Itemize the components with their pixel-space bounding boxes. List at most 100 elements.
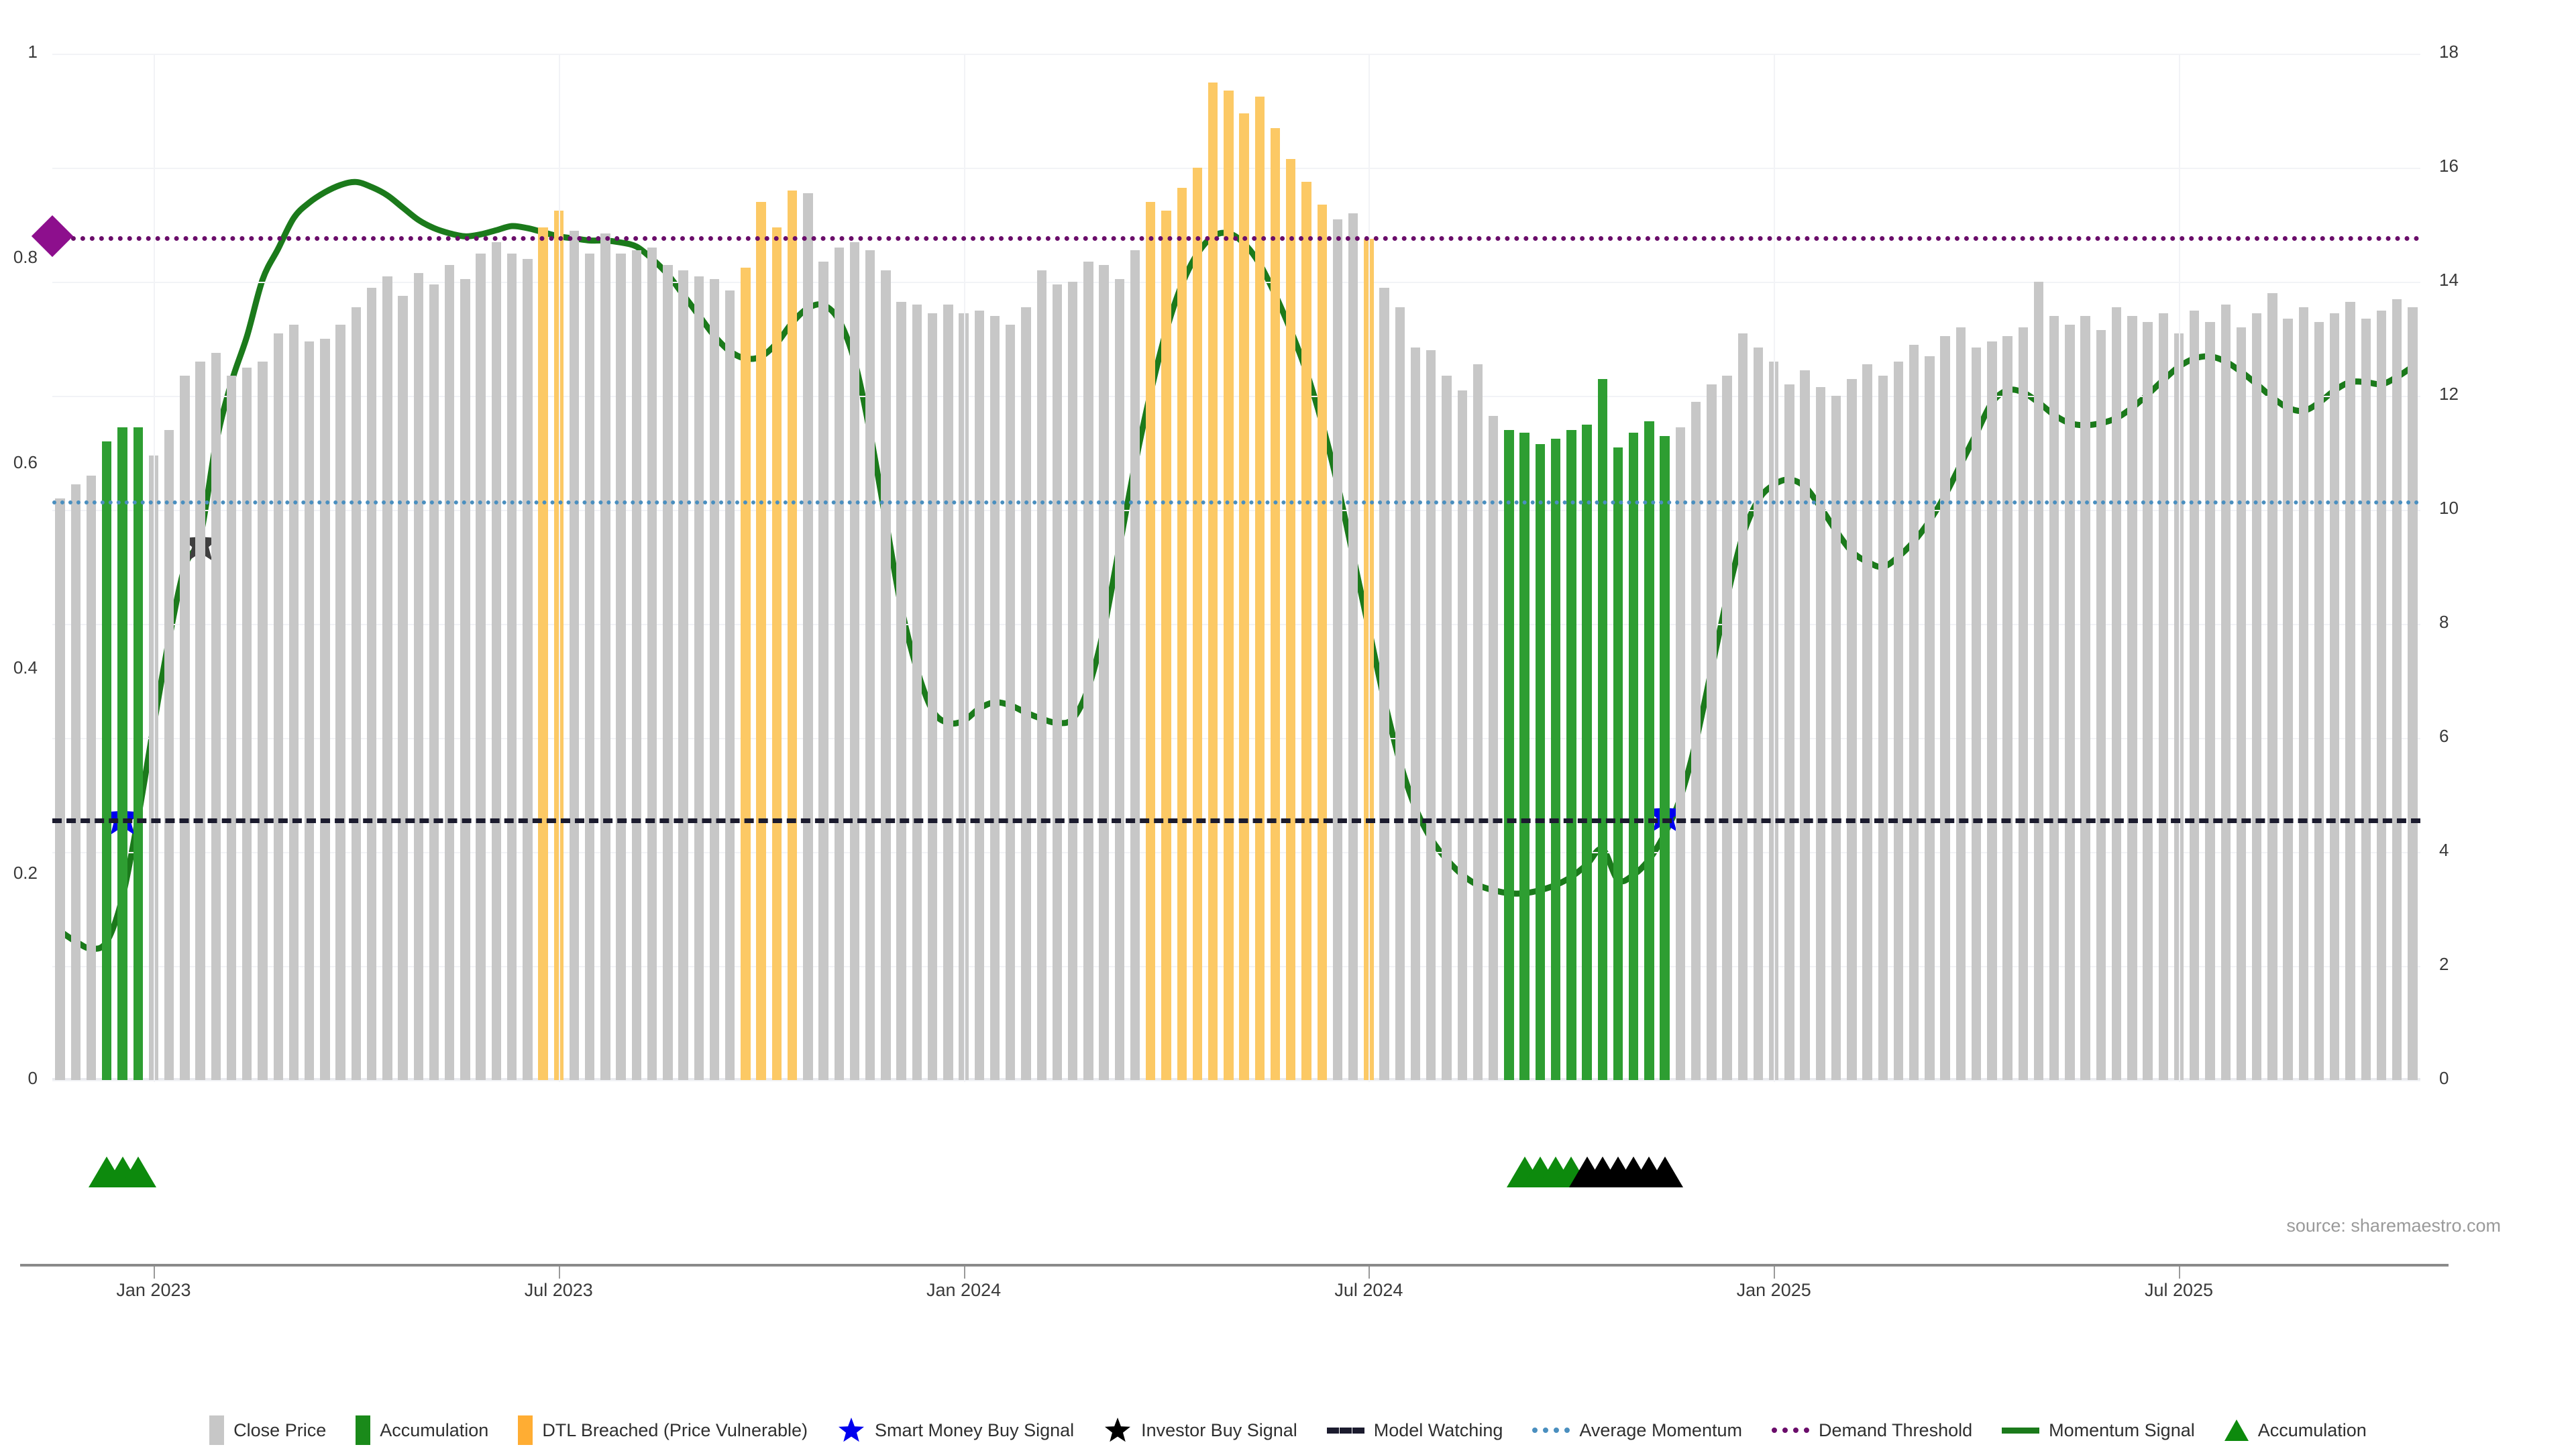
bar-close-price[interactable]	[1847, 378, 1857, 1080]
bar-close-price[interactable]	[1815, 387, 1826, 1080]
bar-close-price[interactable]	[2408, 307, 2418, 1080]
bar-close-price[interactable]	[1395, 307, 1405, 1080]
bar-close-price[interactable]	[943, 305, 953, 1080]
bar-close-price[interactable]	[2080, 316, 2090, 1080]
bar-close-price[interactable]	[2283, 319, 2293, 1080]
bar-dtl-breached[interactable]	[741, 267, 751, 1080]
bar-close-price[interactable]	[1878, 376, 1888, 1080]
bar-close-price[interactable]	[1083, 262, 1093, 1080]
bar-close-price[interactable]	[600, 233, 610, 1080]
bar-close-price[interactable]	[896, 301, 906, 1080]
bar-close-price[interactable]	[55, 498, 65, 1080]
bar-accumulation[interactable]	[1566, 430, 1576, 1080]
bar-close-price[interactable]	[1909, 344, 1919, 1080]
bar-close-price[interactable]	[2267, 293, 2277, 1080]
bar-dtl-breached[interactable]	[1239, 113, 1249, 1080]
bar-close-price[interactable]	[989, 316, 1000, 1080]
bar-accumulation[interactable]	[117, 427, 127, 1080]
bar-close-price[interactable]	[2251, 313, 2262, 1080]
bar-close-price[interactable]	[1442, 376, 1452, 1080]
bar-close-price[interactable]	[164, 430, 174, 1080]
bar-accumulation[interactable]	[1629, 433, 1639, 1080]
bar-accumulation[interactable]	[1535, 444, 1546, 1080]
bar-close-price[interactable]	[834, 248, 844, 1080]
bar-close-price[interactable]	[647, 248, 657, 1080]
bar-close-price[interactable]	[1987, 341, 1997, 1080]
bar-close-price[interactable]	[803, 193, 813, 1080]
bar-close-price[interactable]	[974, 310, 984, 1080]
bar-close-price[interactable]	[849, 241, 860, 1080]
legend-item[interactable]: DTL Breached (Price Vulnerable)	[518, 1415, 808, 1445]
bar-dtl-breached[interactable]	[1286, 159, 1296, 1080]
bar-close-price[interactable]	[2236, 327, 2247, 1080]
bar-close-price[interactable]	[2190, 310, 2200, 1080]
bar-close-price[interactable]	[2096, 330, 2106, 1080]
legend-item[interactable]: Accumulation	[356, 1415, 488, 1445]
bar-accumulation[interactable]	[1582, 424, 1592, 1080]
bar-accumulation[interactable]	[1519, 433, 1529, 1080]
bar-close-price[interactable]	[2174, 333, 2184, 1080]
bar-close-price[interactable]	[616, 253, 626, 1080]
bar-close-price[interactable]	[1114, 278, 1124, 1080]
bar-close-price[interactable]	[1410, 347, 1421, 1080]
bar-close-price[interactable]	[258, 362, 268, 1080]
bar-close-price[interactable]	[2033, 282, 2044, 1080]
bar-accumulation[interactable]	[1550, 438, 1561, 1080]
bar-accumulation[interactable]	[102, 441, 112, 1080]
bar-close-price[interactable]	[460, 278, 470, 1080]
bar-close-price[interactable]	[1753, 347, 1764, 1080]
bar-accumulation[interactable]	[1597, 378, 1607, 1080]
bar-close-price[interactable]	[1831, 396, 1841, 1080]
bar-close-price[interactable]	[1971, 347, 1982, 1080]
bar-close-price[interactable]	[1800, 370, 1810, 1080]
bar-dtl-breached[interactable]	[787, 191, 798, 1080]
bar-dtl-breached[interactable]	[1208, 82, 1218, 1080]
bar-close-price[interactable]	[1348, 213, 1358, 1080]
legend-item[interactable]: Momentum Signal	[2002, 1420, 2195, 1441]
bar-close-price[interactable]	[1955, 327, 1966, 1080]
bar-close-price[interactable]	[1426, 350, 1436, 1080]
bar-dtl-breached[interactable]	[553, 210, 564, 1080]
bar-close-price[interactable]	[180, 376, 190, 1080]
bar-dtl-breached[interactable]	[1270, 127, 1281, 1080]
bar-close-price[interactable]	[1457, 390, 1467, 1080]
bar-close-price[interactable]	[1893, 362, 1904, 1080]
bar-close-price[interactable]	[2111, 307, 2122, 1080]
bar-close-price[interactable]	[2392, 299, 2402, 1080]
bar-close-price[interactable]	[585, 253, 595, 1080]
bar-close-price[interactable]	[1067, 282, 1078, 1080]
bar-dtl-breached[interactable]	[538, 227, 548, 1080]
bar-close-price[interactable]	[2298, 307, 2308, 1080]
bar-close-price[interactable]	[445, 264, 455, 1080]
bar-close-price[interactable]	[226, 376, 237, 1080]
bar-close-price[interactable]	[1379, 287, 1389, 1080]
bar-close-price[interactable]	[2376, 310, 2387, 1080]
bar-close-price[interactable]	[2345, 301, 2355, 1080]
bar-close-price[interactable]	[70, 484, 81, 1080]
bar-close-price[interactable]	[429, 284, 439, 1080]
bar-close-price[interactable]	[2361, 319, 2371, 1080]
bar-dtl-breached[interactable]	[1146, 202, 1156, 1080]
bar-close-price[interactable]	[1784, 384, 1794, 1080]
legend-item[interactable]: Accumulation	[2224, 1419, 2367, 1441]
bar-close-price[interactable]	[2018, 327, 2028, 1080]
bar-close-price[interactable]	[1488, 415, 1499, 1080]
bar-close-price[interactable]	[1021, 307, 1031, 1080]
bar-close-price[interactable]	[1036, 270, 1046, 1080]
bar-accumulation[interactable]	[1613, 447, 1623, 1080]
bar-dtl-breached[interactable]	[771, 227, 782, 1080]
bar-accumulation[interactable]	[1504, 430, 1514, 1080]
bar-close-price[interactable]	[1332, 219, 1343, 1080]
bar-close-price[interactable]	[2330, 313, 2340, 1080]
bar-dtl-breached[interactable]	[1364, 239, 1374, 1080]
bar-close-price[interactable]	[865, 250, 875, 1080]
bar-close-price[interactable]	[2127, 316, 2137, 1080]
bar-dtl-breached[interactable]	[756, 202, 766, 1080]
bar-dtl-breached[interactable]	[1192, 168, 1203, 1080]
bar-close-price[interactable]	[195, 362, 205, 1080]
bar-close-price[interactable]	[927, 313, 938, 1080]
bar-close-price[interactable]	[366, 287, 377, 1080]
bar-close-price[interactable]	[1690, 401, 1701, 1080]
bar-close-price[interactable]	[273, 333, 283, 1080]
bar-close-price[interactable]	[2205, 321, 2215, 1080]
